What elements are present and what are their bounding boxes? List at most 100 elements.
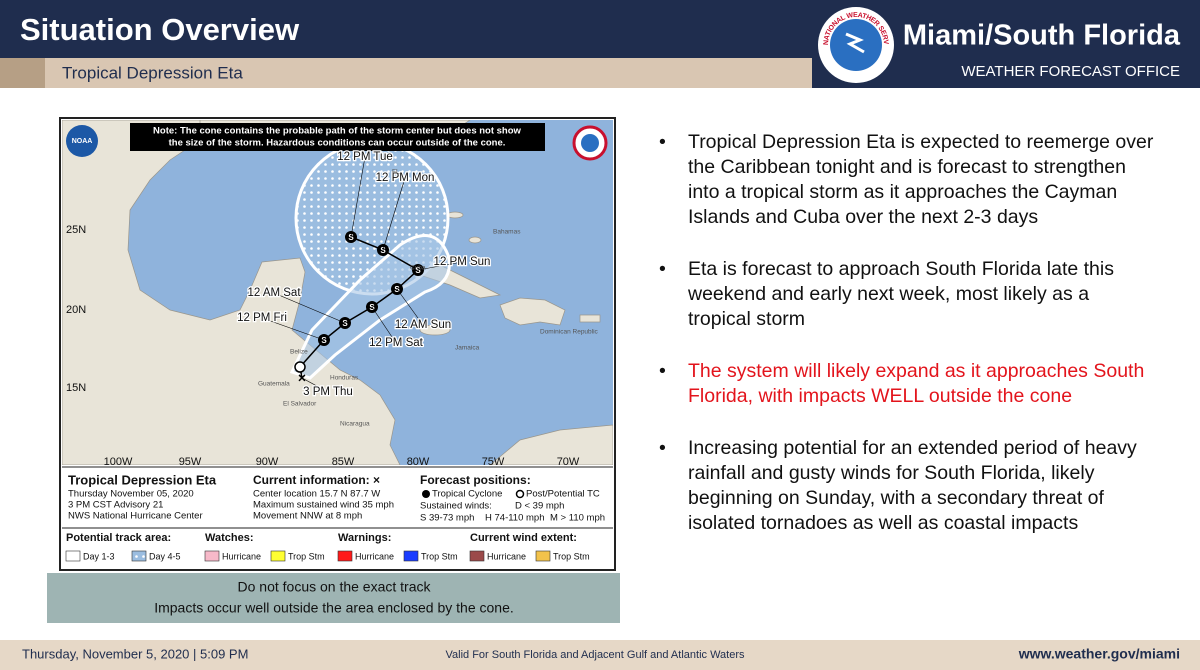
current-line: Movement NNW at 8 mph [253, 511, 362, 522]
place-label: Guatemala [258, 381, 290, 388]
legend-swatch [131, 550, 147, 562]
lon-label: 90W [256, 456, 279, 468]
legend-item: Trop Stm [421, 551, 458, 561]
hispaniola [499, 297, 566, 326]
title-band [0, 0, 812, 58]
legend-title: Watches: [205, 532, 254, 544]
south-america [489, 424, 613, 465]
track-label: 12 PM Tue [337, 151, 393, 163]
forecast-title: Forecast positions: [420, 473, 531, 487]
place-label: Nicaragua [340, 421, 370, 428]
legend-swatch [204, 550, 220, 562]
bullet: The system will likely expand as it appr… [655, 359, 1155, 409]
current-line: Center location 15.7 N 87.7 W [253, 489, 380, 500]
note-box [130, 123, 545, 151]
track-symbol: S [415, 266, 421, 275]
legend-swatch [270, 550, 286, 562]
lon-label: 75W [482, 456, 505, 468]
legend-item: Trop Stm [288, 551, 325, 561]
lat-label: 20N [66, 304, 86, 316]
puerto-rico [579, 314, 601, 323]
track-leader [382, 177, 406, 251]
legend-swatch [337, 550, 353, 562]
lon-label: 95W [179, 456, 202, 468]
legend-item: Day 1-3 [83, 551, 115, 561]
place-label: Bahamas [493, 229, 521, 236]
storm-line: Thursday November 05, 2020 [68, 489, 194, 500]
lon-label: 100W [104, 456, 133, 468]
lon-label: 70W [557, 456, 580, 468]
place-label: Cuba [410, 265, 426, 272]
place-label: Honduras [330, 375, 359, 382]
legend-item: Hurricane [487, 551, 526, 561]
noaa-logo-text: NOAA [72, 138, 93, 145]
caption-line: Impacts occur well outside the area encl… [154, 600, 514, 616]
track-symbol: S [321, 336, 327, 345]
jamaica [419, 324, 451, 336]
track-symbol: S [342, 319, 348, 328]
legend-title: Current wind extent: [470, 532, 577, 544]
bullet-list: Tropical Depression Eta is expected to r… [655, 130, 1155, 563]
track-symbol: S [380, 246, 386, 255]
map-note: Note: The cone contains the probable pat… [153, 126, 521, 137]
track-label: 12 AM Sat [247, 287, 301, 299]
bullet: Increasing potential for an extended per… [655, 436, 1155, 536]
lon-label: 80W [407, 456, 430, 468]
footer-date: Thursday, November 5, 2020 | 5:09 PM [22, 646, 248, 661]
footer-url: www.weather.gov/miami [1018, 646, 1180, 662]
track-leader [273, 292, 346, 324]
forecast-item: S 39-73 mph [420, 513, 474, 524]
track-label: 12 PM Fri [237, 312, 287, 324]
subtitle-tab [0, 58, 45, 88]
place-label: El Salvador [283, 401, 317, 408]
title: Situation Overview [20, 12, 300, 47]
track-symbol: S [348, 233, 354, 242]
legend-swatch [535, 550, 551, 562]
bullet: Eta is forecast to approach South Florid… [655, 257, 1155, 332]
bahamas [468, 236, 482, 244]
forecast-item: H 74-110 mph [485, 513, 545, 524]
track-leader [261, 317, 325, 341]
ptc-symbol [515, 489, 525, 499]
subtitle: Tropical Depression Eta [62, 63, 243, 82]
lat-label: 25N [66, 224, 86, 236]
legend-swatch [65, 550, 81, 562]
place-label: FL [392, 169, 400, 176]
legend-item: Day 4-5 [149, 551, 181, 561]
place-label: Jamaica [455, 345, 480, 352]
forecast-item: Post/Potential TC [526, 489, 600, 500]
legend-item: Hurricane [355, 551, 394, 561]
storm-line: NWS National Hurricane Center [68, 511, 203, 522]
place-label: Belize [290, 349, 308, 356]
nws-small-logo-inner [581, 134, 599, 152]
track-label: 12 PM Sun [434, 256, 491, 268]
track-leader [371, 306, 397, 344]
lat-label: 15N [66, 382, 86, 394]
noaa-logo [66, 125, 98, 157]
track-label: 12 AM Sun [395, 319, 451, 331]
track-symbol: × [298, 370, 306, 386]
caption-box [47, 573, 620, 623]
track-leader [301, 377, 329, 393]
current-line: Maximum sustained wind 35 mph [253, 500, 394, 511]
legend-swatch [469, 550, 485, 562]
forecast-item: Tropical Cyclone [432, 489, 502, 500]
legend-title: Warnings: [338, 532, 391, 544]
storm-line: 3 PM CST Advisory 21 [68, 500, 163, 511]
legend-item: Trop Stm [553, 551, 590, 561]
footer-validity: Valid For South Florida and Adjacent Gul… [446, 649, 745, 661]
track-leader [396, 288, 424, 326]
track-label: 12 PM Sat [369, 337, 423, 349]
lon-label: 85W [332, 456, 355, 468]
map [62, 120, 613, 465]
caption-line: Do not focus on the exact track [238, 579, 432, 595]
legend-swatch [403, 550, 419, 562]
track-leader [350, 156, 366, 238]
map-note: the size of the storm. Hazardous conditi… [169, 138, 506, 149]
track-point [294, 361, 306, 373]
forecast-item: Sustained winds: [420, 501, 492, 512]
subtitle-band [45, 58, 812, 88]
nws-logo-inner [830, 19, 882, 71]
